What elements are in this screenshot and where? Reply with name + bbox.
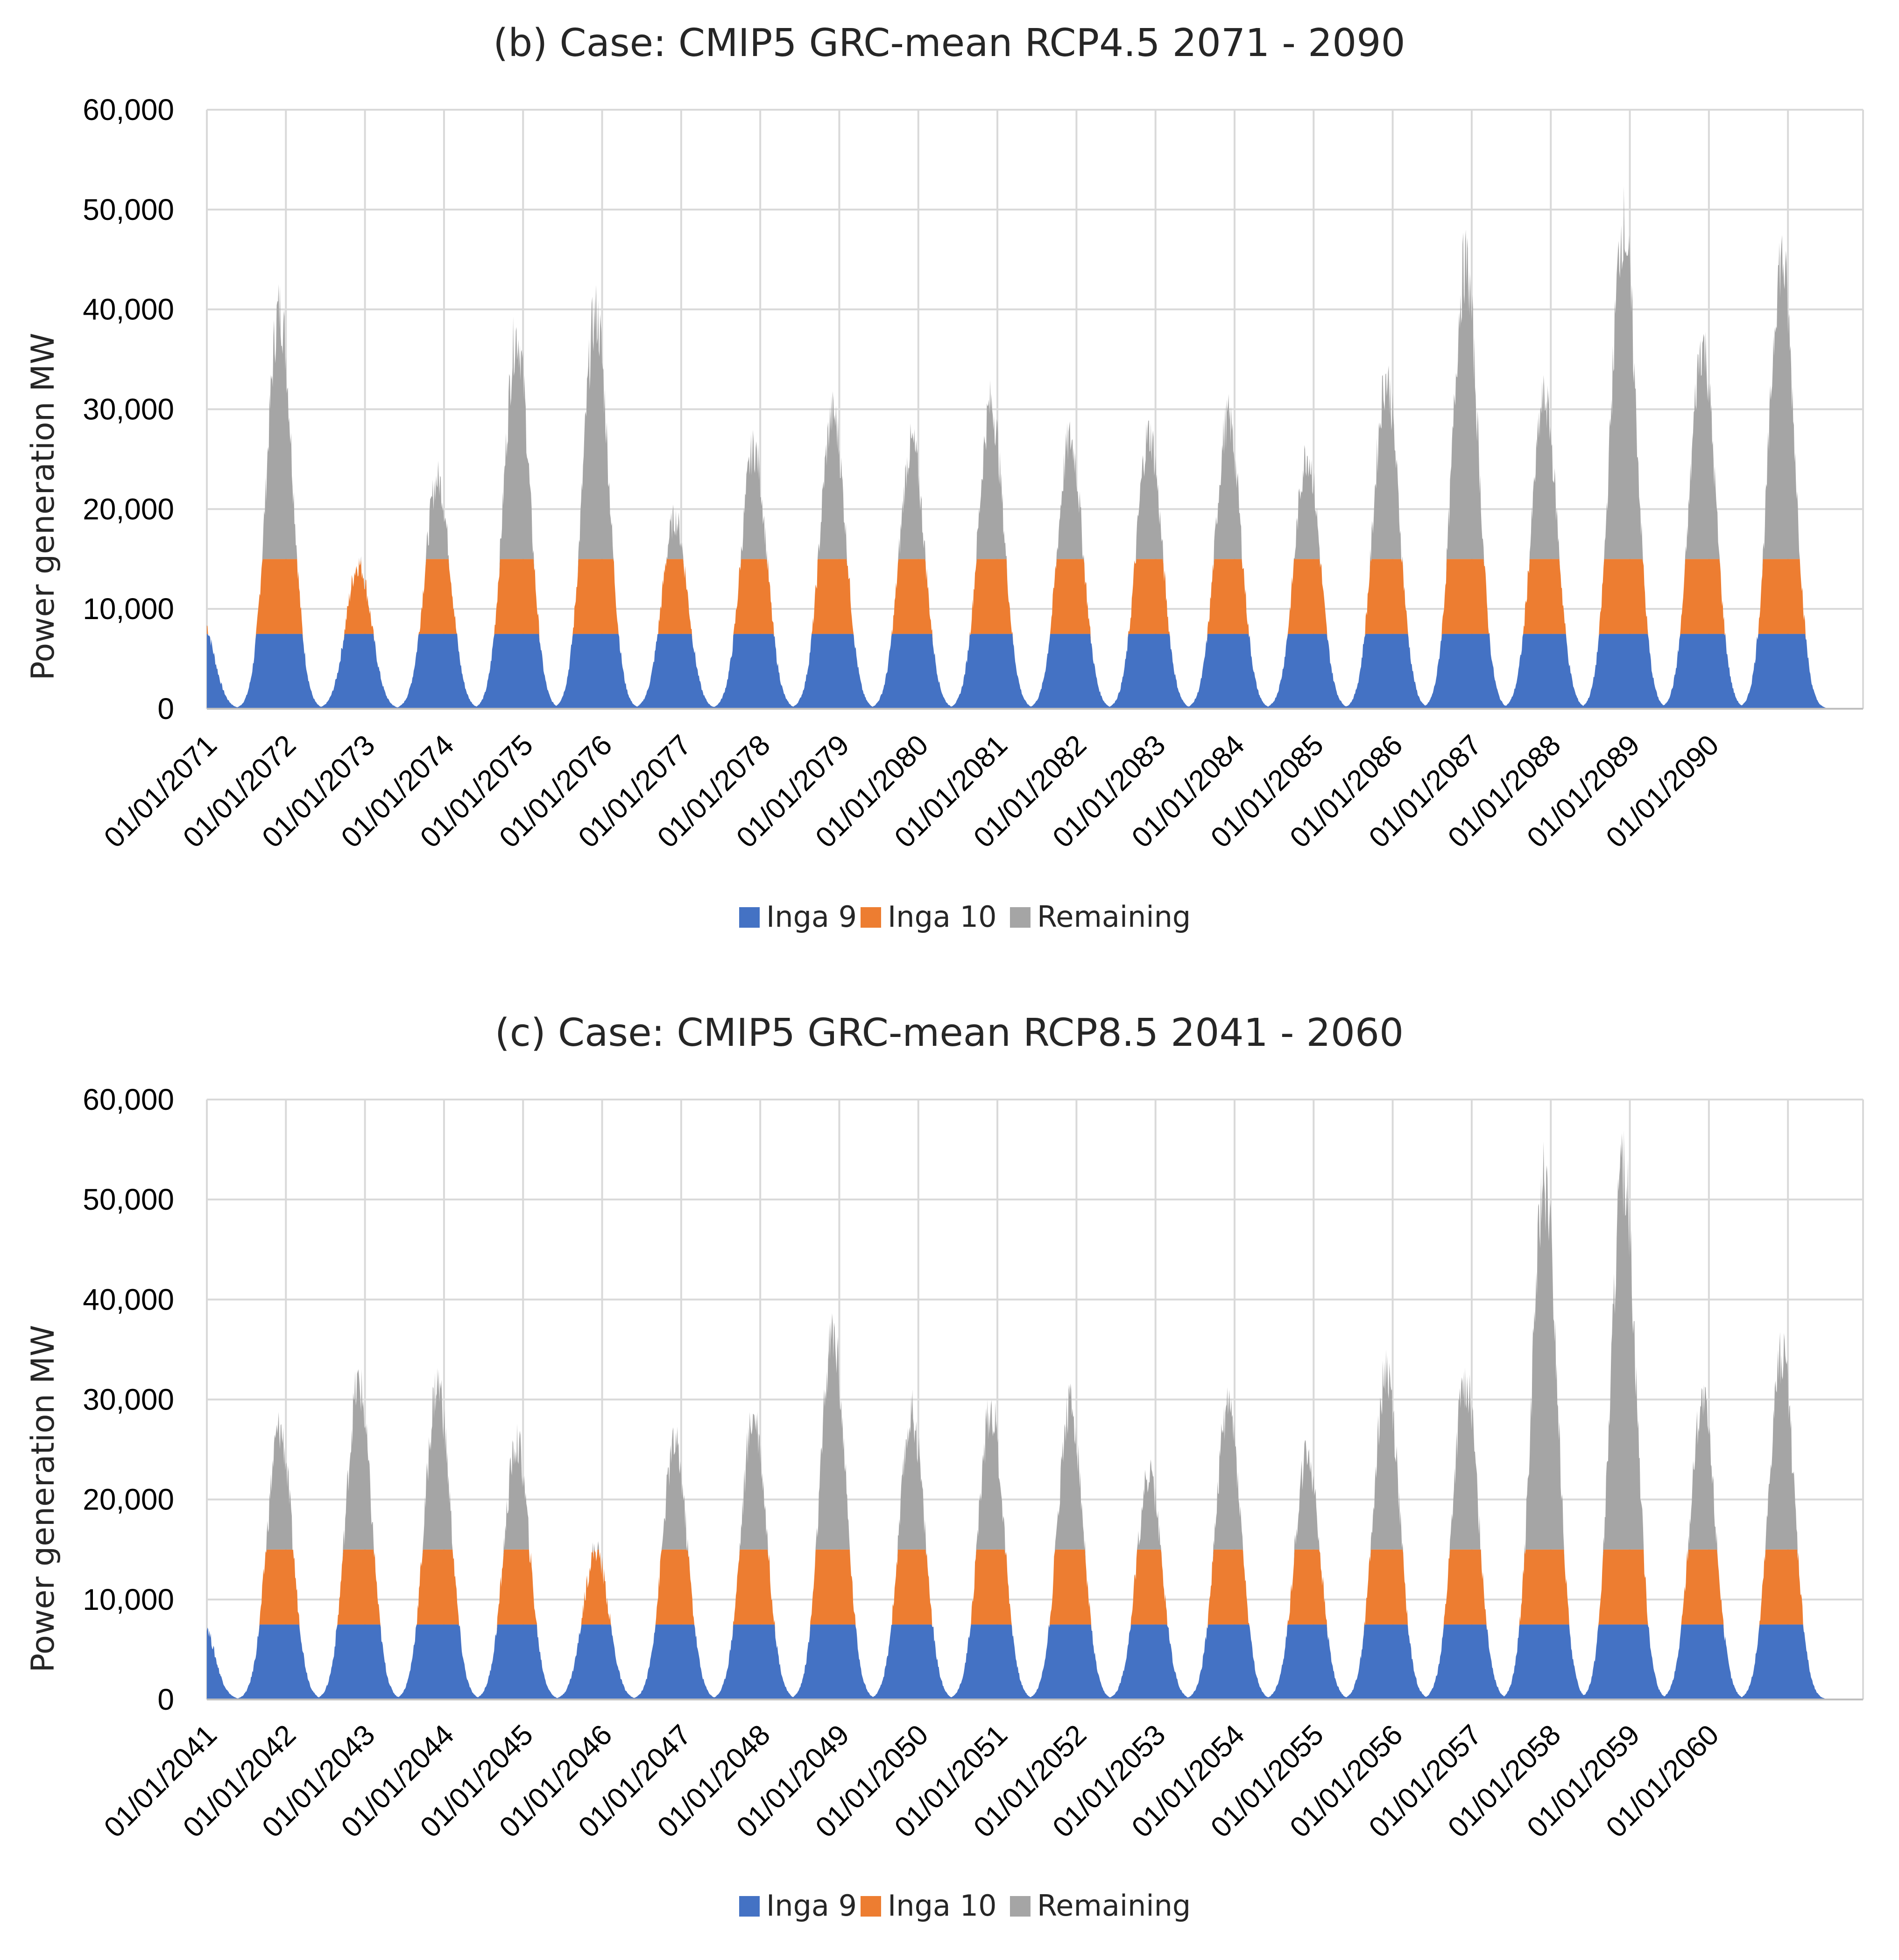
y-tick-label: 10,000 xyxy=(83,1583,174,1616)
chart-title: (b) Case: CMIP5 GRC-mean RCP4.5 2071 - 2… xyxy=(493,21,1405,65)
legend-label: Remaining xyxy=(1037,1889,1191,1923)
y-tick-label: 60,000 xyxy=(83,93,174,127)
y-tick-label: 50,000 xyxy=(83,1183,174,1216)
y-tick-label: 30,000 xyxy=(83,393,174,426)
y-axis-label: Power generation MW xyxy=(25,1325,62,1673)
legend-label: Inga 9 xyxy=(766,1889,857,1923)
series-inga-9-area xyxy=(207,1624,1863,1699)
legend: Inga 9 Inga 10 Remaining xyxy=(739,900,1191,934)
series-remaining-area xyxy=(207,1130,1863,1699)
legend-swatch xyxy=(861,1896,881,1917)
y-tick-label: 0 xyxy=(157,1683,174,1716)
legend-label: Remaining xyxy=(1037,900,1191,934)
legend-swatch xyxy=(861,907,881,928)
chart-panel-b: (b) Case: CMIP5 GRC-mean RCP4.5 2071 - 2… xyxy=(25,21,1864,934)
y-tick-label: 60,000 xyxy=(83,1083,174,1116)
y-tick-label: 10,000 xyxy=(83,592,174,626)
y-tick-label: 30,000 xyxy=(83,1383,174,1417)
legend-label: Inga 10 xyxy=(888,1889,997,1923)
y-axis-label: Power generation MW xyxy=(25,333,62,681)
plot-area: 010,00020,00030,00040,00050,00060,00001/… xyxy=(83,93,1864,854)
chart-panel-c: (c) Case: CMIP5 GRC-mean RCP8.5 2041 - 2… xyxy=(25,1011,1864,1923)
legend-swatch xyxy=(739,907,760,928)
y-tick-label: 20,000 xyxy=(83,1483,174,1516)
y-tick-label: 0 xyxy=(157,692,174,726)
legend-swatch xyxy=(739,1896,760,1917)
chart-title: (c) Case: CMIP5 GRC-mean RCP8.5 2041 - 2… xyxy=(495,1011,1404,1055)
legend-swatch xyxy=(1010,1896,1031,1917)
y-tick-label: 50,000 xyxy=(83,193,174,226)
series-inga-10-area xyxy=(207,559,1863,709)
plot-area: 010,00020,00030,00040,00050,00060,00001/… xyxy=(83,1083,1864,1844)
legend: Inga 9 Inga 10 Remaining xyxy=(739,1889,1191,1923)
y-tick-label: 20,000 xyxy=(83,492,174,526)
series-inga-10-area xyxy=(207,1549,1863,1699)
y-tick-label: 40,000 xyxy=(83,1283,174,1316)
series-inga-9-area xyxy=(207,634,1863,709)
legend-swatch xyxy=(1010,907,1031,928)
y-tick-label: 40,000 xyxy=(83,293,174,326)
legend-label: Inga 10 xyxy=(888,900,997,934)
legend-label: Inga 9 xyxy=(766,900,857,934)
